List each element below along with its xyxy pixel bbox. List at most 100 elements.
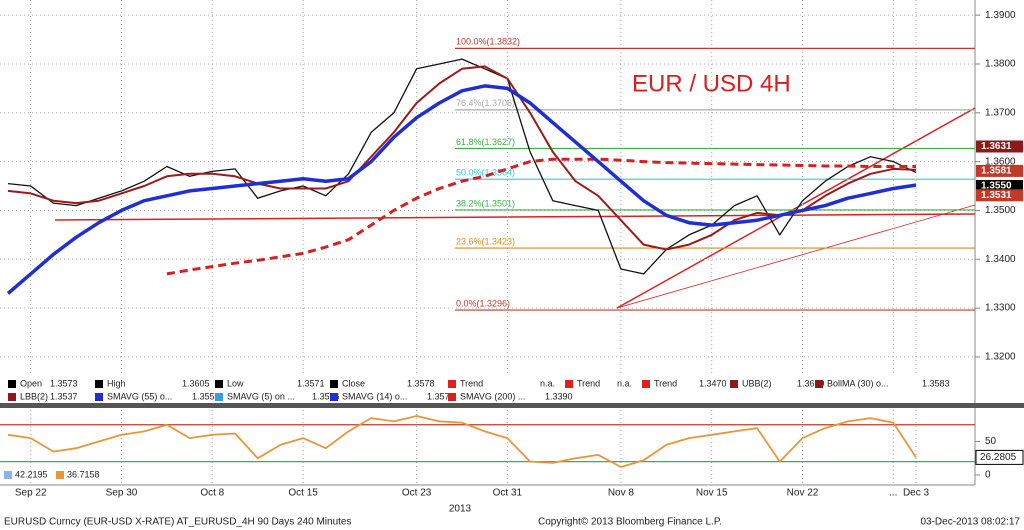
legend-swatch [730, 380, 738, 388]
legend-value: 1.3390 [545, 391, 573, 401]
legend-swatch [330, 393, 338, 401]
trend-line [616, 107, 976, 309]
legend-swatch [330, 380, 338, 388]
legend-value: 1.3537 [50, 391, 78, 401]
trend-line [54, 213, 976, 221]
footer-center: Copyright© 2013 Bloomberg Finance L.P. [538, 517, 722, 528]
legend-value: 1.3470 [699, 378, 727, 388]
footer-right: 03-Dec-2013 08:02:17 [920, 517, 1020, 528]
y-tick-label: 1.3300 [985, 303, 1016, 314]
legend-name: SMAVG (14) o... [342, 391, 407, 401]
x-tick-label: Sep 22 [15, 488, 47, 499]
legend-value: 42.2195 [15, 469, 48, 479]
x-tick-label: ... [889, 488, 897, 499]
price-label-box [976, 164, 1023, 177]
x-tick-label: Oct 8 [200, 488, 224, 499]
x-tick-label: Nov 8 [608, 488, 635, 499]
price-label-box [976, 180, 1023, 193]
legend-name: Open [20, 378, 42, 388]
fib-label: 76.4%(1.3706) [456, 98, 515, 108]
y-tick-label: 1.3900 [985, 10, 1016, 21]
legend-value: 1.3576 [312, 391, 340, 401]
year-label: 2013 [449, 504, 472, 515]
legend-swatch [56, 471, 64, 479]
legend-name: Close [342, 378, 365, 388]
x-tick-label: Nov 22 [787, 488, 819, 499]
fib-label: 38.2%(1.3501) [456, 198, 515, 208]
legend-swatch [8, 393, 16, 401]
legend-swatch [4, 471, 12, 479]
legend-name: BollMA (30) o... [827, 378, 889, 388]
chart-title: EUR / USD 4H [632, 70, 791, 97]
legend-name: Trend [654, 378, 677, 388]
fib-label: 61.8%(1.3627) [456, 137, 515, 147]
legend-swatch [642, 380, 650, 388]
legend-value: 1.3605 [182, 378, 210, 388]
legend-name: High [107, 378, 126, 388]
legend-name: Trend [460, 378, 483, 388]
y-tick-label: 1.3500 [985, 205, 1016, 216]
legend-name: Low [227, 378, 244, 388]
legend-swatch [95, 393, 103, 401]
y-tick-label: 50 [985, 436, 997, 447]
series-line [7, 415, 917, 468]
series-line [166, 157, 916, 276]
price-label: 1.3550 [981, 181, 1012, 192]
price-label: 1.3531 [981, 190, 1012, 201]
x-tick-label: Oct 31 [493, 488, 523, 499]
legend-swatch [215, 393, 223, 401]
legend-value: n.a. [617, 378, 632, 388]
y-tick-label: 0 [985, 470, 991, 481]
legend-swatch [448, 380, 456, 388]
y-tick-label: 1.3700 [985, 107, 1016, 118]
value-label-box [975, 449, 1024, 465]
legend-name: Trend [577, 378, 600, 388]
y-tick-label: 1.3400 [985, 254, 1016, 265]
panel-separator [0, 403, 1024, 408]
legend-swatch [95, 380, 103, 388]
legend-value: 1.3573 [427, 391, 455, 401]
legend-value: 1.3571 [297, 378, 325, 388]
fib-label: 50.0%(1.3564) [456, 168, 515, 178]
legend-value: 1.3629 [797, 378, 825, 388]
x-tick-label: Dec 3 [903, 488, 930, 499]
legend-name: SMAVG (200) ... [460, 391, 525, 401]
footer-left: EURUSD Curncy (EUR-USD X-RATE) AT_EURUSD… [4, 517, 352, 528]
x-tick-label: Oct 15 [288, 488, 318, 499]
price-label: 1.3631 [981, 141, 1012, 152]
fib-label: 100.0%(1.3832) [456, 37, 520, 47]
legend-swatch [815, 380, 823, 388]
x-tick-label: Oct 23 [402, 488, 432, 499]
y-tick-label: 1.3600 [985, 156, 1016, 167]
legend-value: 1.3583 [922, 378, 950, 388]
legend-swatch [448, 393, 456, 401]
price-label-box [976, 140, 1023, 153]
legend-name: SMAVG (55) o... [107, 391, 172, 401]
price-label: 1.3581 [981, 166, 1012, 177]
legend-name: UBB(2) [742, 378, 772, 388]
fib-label: 0.0%(1.3296) [456, 298, 510, 308]
y-tick-label: 1.3200 [985, 352, 1016, 363]
legend-value: 1.3573 [50, 378, 78, 388]
trend-line [616, 204, 976, 309]
legend-value: 1.3552 [192, 391, 220, 401]
fib-label: 23.6%(1.3423) [456, 236, 515, 246]
legend-swatch [215, 380, 223, 388]
legend-swatch [8, 380, 16, 388]
legend-swatch [565, 380, 573, 388]
legend-value: n.a. [540, 378, 555, 388]
legend-value: 1.3578 [407, 378, 435, 388]
series-line [6, 84, 917, 295]
y-tick-label: 1.3800 [985, 59, 1016, 70]
value-label: 26.2805 [980, 452, 1017, 463]
x-tick-label: Sep 30 [106, 488, 138, 499]
legend-name: SMAVG (5) on ... [227, 391, 295, 401]
legend-value: 36.7158 [67, 469, 100, 479]
series-line [7, 58, 917, 275]
price-label-box [976, 189, 1023, 202]
x-tick-label: Nov 15 [696, 488, 728, 499]
series-line [7, 65, 917, 251]
legend-name: LBB(2) [20, 391, 48, 401]
